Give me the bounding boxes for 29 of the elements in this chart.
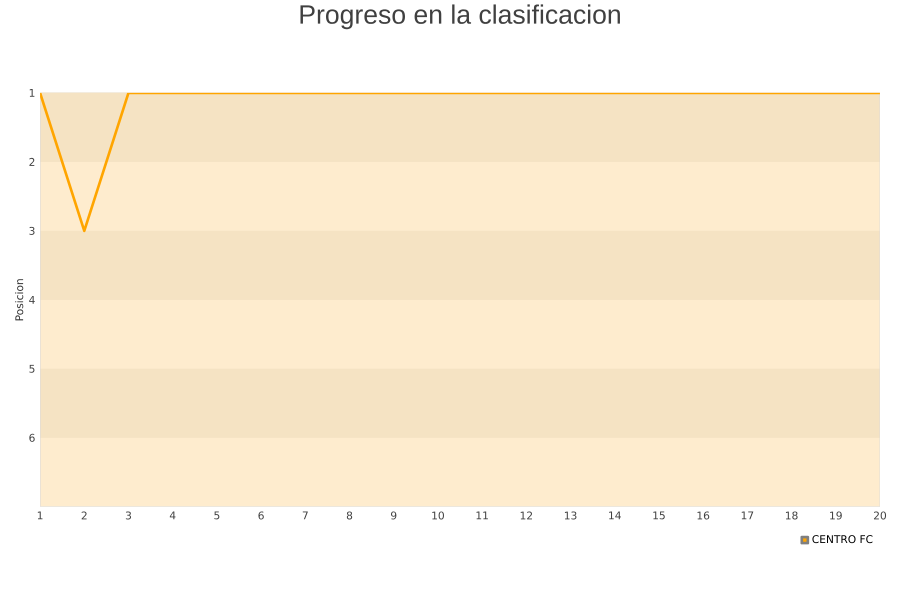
y-tick-label: 4 (29, 296, 35, 304)
x-tick-label: 15 (653, 511, 665, 520)
x-tick-label: 5 (214, 511, 220, 520)
x-tick-label: 13 (564, 511, 576, 520)
x-tick-label: 10 (432, 511, 444, 520)
x-tick-label: 1 (38, 511, 42, 520)
x-tick-label: 3 (126, 511, 132, 520)
x-tick-label: 7 (302, 511, 308, 520)
x-tick-label: 17 (742, 511, 754, 520)
x-tick-label: 11 (476, 511, 488, 520)
x-tick-label: 8 (346, 511, 352, 520)
x-tick-label: 4 (170, 511, 176, 520)
x-tick-label: 19 (830, 511, 842, 520)
x-tick-label: 16 (698, 511, 710, 520)
y-axis-title: Posicion (15, 279, 24, 320)
y-tick-label: 3 (29, 226, 35, 235)
x-tick-label: 6 (258, 511, 264, 520)
x-tick-label: 18 (786, 511, 798, 520)
chart-title: Progreso en la clasificacion (300, 4, 620, 30)
x-tick-label: 14 (609, 511, 621, 520)
y-tick-label: 2 (29, 158, 34, 166)
legend-label: CENTRO FC (812, 535, 872, 544)
y-tick-label: 6 (29, 434, 35, 442)
x-tick-label: 2 (82, 511, 87, 520)
y-tick-label: 1 (30, 89, 34, 97)
x-tick-label: 12 (520, 511, 532, 520)
y-tick-label: 5 (29, 364, 34, 373)
x-tick-label: 20 (874, 511, 886, 520)
x-tick-label: 9 (391, 511, 396, 520)
